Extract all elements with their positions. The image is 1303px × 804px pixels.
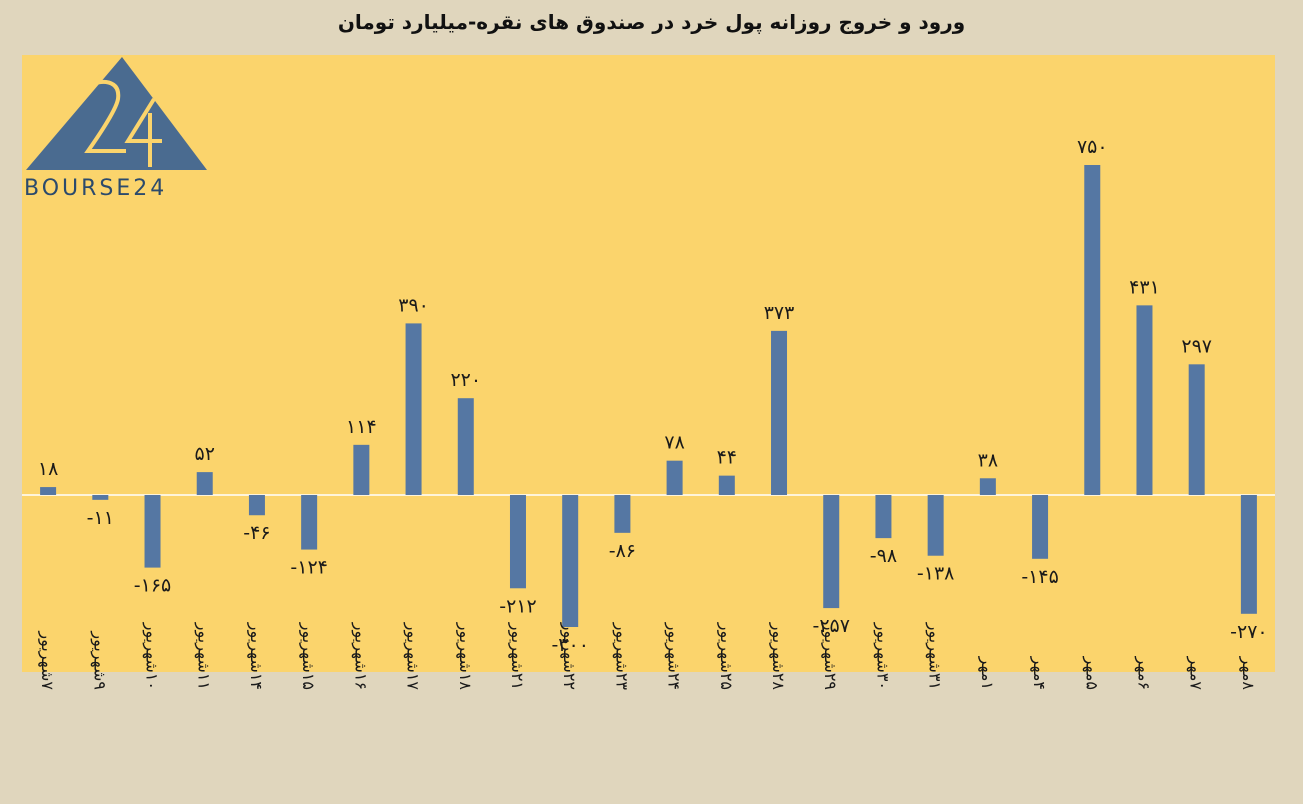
- category-label: ۱۵شهریور: [298, 622, 318, 690]
- bar: [614, 495, 631, 533]
- data-label: -۸۶: [609, 540, 636, 562]
- category-label: ۹شهریور: [89, 630, 109, 690]
- plot-area: [22, 55, 1275, 672]
- data-label: ۳۹۰: [398, 294, 429, 316]
- bar: [718, 475, 735, 495]
- bar: [40, 487, 57, 495]
- category-label: ۲۲شهریور: [559, 622, 579, 690]
- bar: [1136, 305, 1153, 495]
- data-label: -۹۸: [870, 545, 897, 567]
- data-label: -۱۲۴: [290, 557, 327, 579]
- data-label: -۲۵۷: [812, 615, 849, 637]
- data-label: -۱۴۵: [1021, 566, 1058, 588]
- category-label: ۲۴شهریور: [664, 622, 684, 690]
- chart-title: ورود و خروج روزانه پول خرد در صندوق های …: [337, 10, 966, 34]
- bar: [457, 398, 474, 495]
- category-label: ۵مهر: [1081, 656, 1101, 690]
- data-label: -۱۳۸: [917, 563, 954, 585]
- category-label: ۱۱شهریور: [194, 622, 214, 690]
- category-label: ۱۸شهریور: [455, 622, 475, 691]
- category-label: ۱۶شهریور: [350, 622, 370, 690]
- data-label: ۲۹۷: [1181, 335, 1212, 357]
- bar: [666, 460, 683, 495]
- category-label: ۳۰شهریور: [872, 622, 892, 690]
- bar: [1240, 495, 1257, 614]
- logo-icon: [26, 57, 207, 170]
- bar: [771, 330, 788, 495]
- data-label: -۳۰۰: [551, 634, 588, 656]
- category-label: ۲۸شهریور: [768, 622, 788, 691]
- category-label: ۲۹شهریور: [820, 622, 840, 690]
- bar: [196, 472, 213, 495]
- category-label: ۲۱شهریور: [507, 622, 527, 690]
- data-label: ۱۱۴: [346, 416, 377, 438]
- category-label: ۳۱شهریور: [925, 622, 945, 690]
- category-label: ۱۴شهریور: [246, 622, 266, 690]
- bar: [248, 495, 265, 516]
- bar: [927, 495, 944, 556]
- category-label: ۱۰شهریور: [142, 622, 162, 690]
- data-label: -۲۱۲: [499, 595, 536, 617]
- data-label: ۴۳۱: [1129, 276, 1160, 298]
- category-label: ۶مهر: [1133, 656, 1153, 690]
- data-label: -۲۷۰: [1230, 621, 1267, 643]
- data-label: -۱۶۵: [134, 575, 171, 597]
- bar: [1032, 495, 1049, 559]
- data-label: ۳۷۳: [764, 302, 795, 324]
- data-label: ۷۵۰: [1077, 136, 1108, 158]
- bar: [301, 495, 318, 550]
- bar: [509, 495, 526, 589]
- bar: [979, 478, 996, 495]
- bar: [353, 444, 370, 495]
- data-label: -۴۶: [243, 522, 270, 544]
- category-label: ۲۳شهریور: [611, 622, 631, 691]
- bar: [1084, 165, 1101, 495]
- bar: [562, 495, 579, 627]
- category-label: ۱مهر: [977, 656, 997, 690]
- category-label: ۴مهر: [1029, 656, 1049, 690]
- bar: [405, 323, 422, 495]
- category-label: ۷شهریور: [37, 630, 57, 690]
- logo-text: BOURSE24: [24, 176, 168, 201]
- category-label: ۸مهر: [1238, 656, 1258, 691]
- data-label: ۴۴: [717, 447, 737, 469]
- bar: [875, 495, 892, 539]
- bar: [144, 495, 161, 568]
- data-label: ۱۸: [38, 458, 58, 480]
- bar: [823, 495, 840, 609]
- data-label: -۱۱: [87, 507, 114, 529]
- category-label: ۲۵شهریور: [716, 622, 736, 690]
- data-label: ۵۲: [195, 443, 215, 465]
- bar: [92, 495, 109, 500]
- category-label: ۷مهر: [1186, 656, 1206, 691]
- data-label: ۳۸: [978, 449, 998, 471]
- data-label: ۷۸: [664, 432, 684, 454]
- data-label: ۲۲۰: [450, 369, 481, 391]
- bar: [1188, 364, 1205, 495]
- category-label: ۱۷شهریور: [403, 622, 423, 691]
